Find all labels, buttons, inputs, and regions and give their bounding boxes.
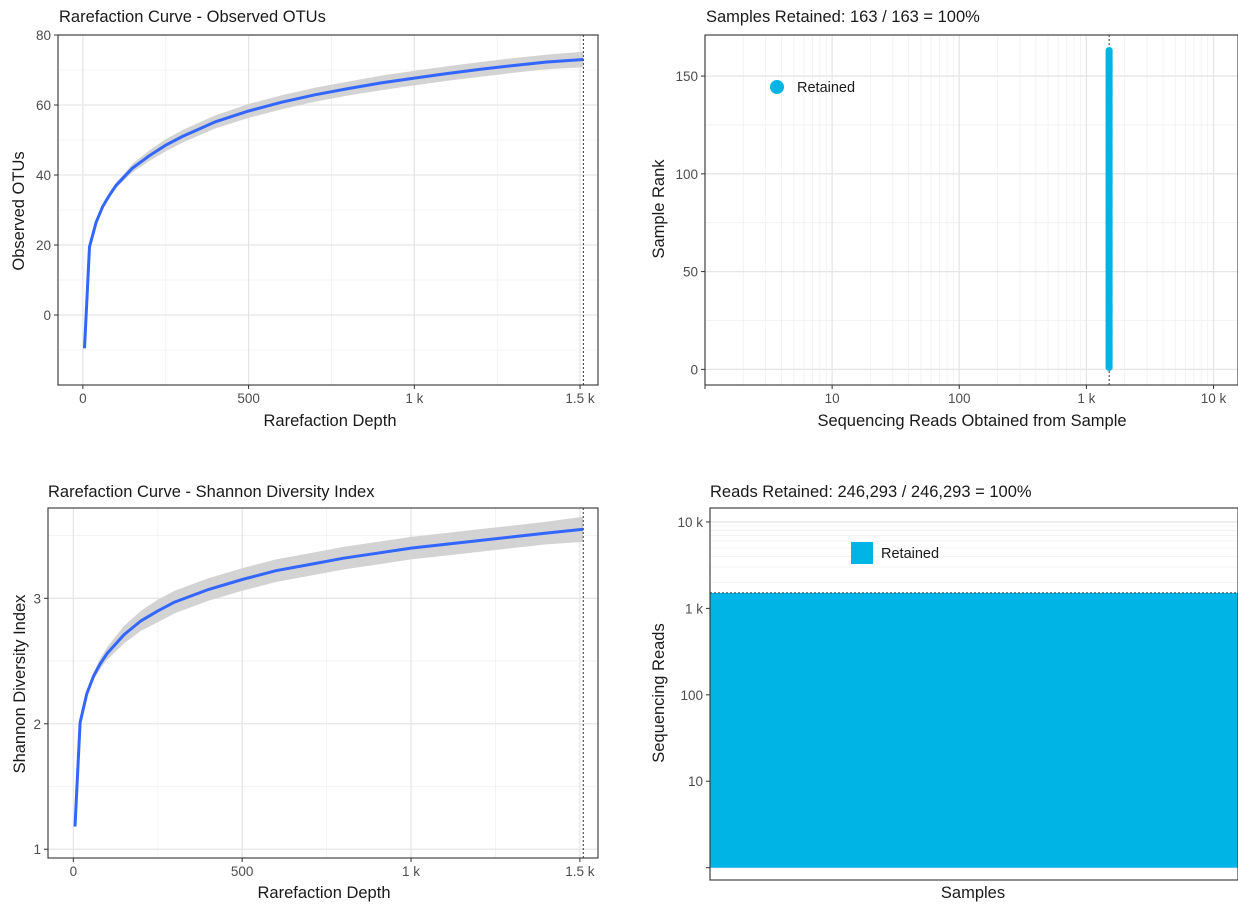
- y-axis-label: Sequencing Reads: [650, 623, 668, 762]
- x-tick-label: 500: [231, 864, 254, 879]
- legend-label: Retained: [881, 546, 939, 562]
- plot-frame: [47, 507, 599, 859]
- y-tick-label: 0: [690, 362, 698, 377]
- chart-title: Rarefaction Curve - Shannon Diversity In…: [48, 483, 375, 501]
- y-tick-label: 20: [36, 238, 51, 253]
- x-tick-label: 1.5 k: [565, 391, 595, 406]
- y-tick-label: 100: [680, 688, 703, 703]
- x-tick-label: 500: [237, 391, 260, 406]
- y-tick-label: 0: [43, 308, 51, 323]
- y-tick-label: 3: [33, 591, 41, 606]
- legend-label: Retained: [797, 80, 855, 96]
- x-axis-label: Samples: [941, 884, 1005, 902]
- y-tick-label: 1: [33, 842, 41, 857]
- confidence-ribbon: [75, 516, 584, 827]
- legend-marker: [770, 80, 784, 94]
- y-tick-label: 100: [675, 167, 698, 182]
- y-tick-label: 50: [683, 265, 698, 280]
- x-tick-label: 1 k: [1077, 391, 1095, 406]
- x-tick-label: 100: [948, 391, 971, 406]
- sample-point: [1105, 47, 1113, 55]
- x-axis-label: Rarefaction Depth: [258, 884, 391, 902]
- chart-title: Samples Retained: 163 / 163 = 100%: [706, 8, 980, 26]
- chart-title: Rarefaction Curve - Observed OTUs: [59, 8, 326, 26]
- y-tick-label: 10 k: [677, 515, 703, 530]
- y-tick-label: 10: [688, 774, 703, 789]
- y-axis-label: Observed OTUs: [10, 151, 28, 270]
- x-tick-label: 1.5 k: [565, 864, 595, 879]
- x-tick-label: 1 k: [405, 391, 423, 406]
- y-tick-label: 80: [36, 28, 51, 43]
- chart-title: Reads Retained: 246,293 / 246,293 = 100%: [710, 483, 1032, 501]
- x-tick-label: 10: [825, 391, 840, 406]
- plot-frame: [57, 34, 599, 386]
- y-tick-label: 150: [675, 69, 698, 84]
- panel-samples-retained: Samples Retained: 163 / 163 = 100% 10 100…: [650, 8, 1238, 430]
- legend-marker: [851, 542, 873, 564]
- x-axis-label: Rarefaction Depth: [264, 412, 397, 430]
- y-axis-label: Sample Rank: [650, 159, 668, 259]
- y-tick-label: 60: [36, 98, 51, 113]
- x-tick-label: 10 k: [1201, 391, 1227, 406]
- plot-frame: [709, 507, 1238, 881]
- retained-reads-area: [710, 592, 1238, 868]
- confidence-ribbon: [84, 51, 584, 349]
- rarefaction-curve: [73, 527, 584, 827]
- x-tick-label: 0: [79, 391, 87, 406]
- y-axis-label: Shannon Diversity Index: [11, 594, 29, 774]
- rarefaction-curve: [83, 58, 584, 349]
- y-tick-label: 40: [36, 168, 51, 183]
- panel-shannon-diversity: Rarefaction Curve - Shannon Diversity In…: [11, 483, 599, 902]
- y-tick-label: 1 k: [685, 601, 703, 616]
- x-tick-label: 0: [70, 864, 78, 879]
- panel-reads-retained: Reads Retained: 246,293 / 246,293 = 100%…: [650, 483, 1238, 902]
- panel-observed-otus: Rarefaction Curve - Observed OTUs 0 500 1 …: [10, 8, 599, 430]
- x-axis-label: Sequencing Reads Obtained from Sample: [817, 412, 1126, 430]
- x-tick-label: 1 k: [402, 864, 420, 879]
- y-tick-label: 2: [33, 717, 41, 732]
- plot-frame: [704, 34, 1238, 386]
